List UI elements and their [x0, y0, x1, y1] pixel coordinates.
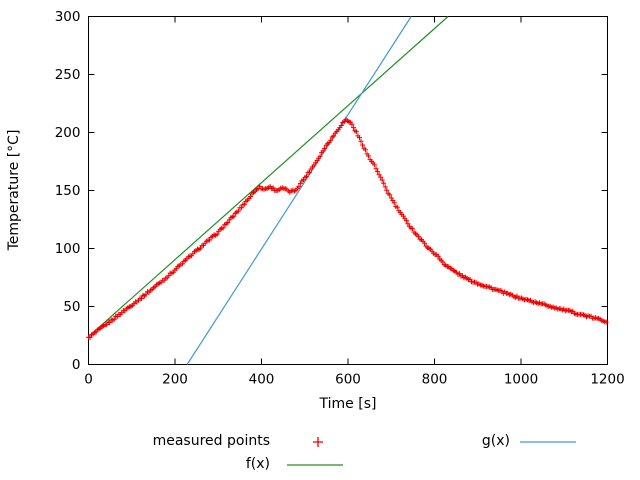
svg-text:300: 300: [55, 9, 81, 25]
svg-text:1200: 1200: [590, 372, 624, 388]
legend-sample-measured-plus-icon: [313, 437, 323, 447]
svg-text:600: 600: [335, 372, 361, 388]
svg-text:400: 400: [249, 372, 275, 388]
legend-sample-g-line-icon: [520, 441, 576, 443]
svg-text:250: 250: [55, 67, 81, 83]
svg-text:150: 150: [55, 183, 81, 199]
svg-text:0: 0: [84, 372, 93, 388]
svg-text:1000: 1000: [504, 372, 538, 388]
svg-text:0: 0: [72, 357, 81, 373]
legend-label-g: g(x): [481, 433, 510, 449]
legend-sample-f-line-icon: [287, 464, 343, 466]
legend-label-measured: measured points: [152, 433, 270, 449]
svg-text:200: 200: [55, 125, 81, 141]
y-axis-label: Temperature [°C]: [6, 129, 22, 251]
x-axis-label: Time [s]: [319, 396, 377, 412]
plot-area: 0 200 400 600 800 1000 1200 0 50 100 150 200 250 300: [55, 9, 625, 388]
svg-text:200: 200: [162, 372, 188, 388]
svg-text:50: 50: [63, 299, 80, 315]
legend-label-f: f(x): [245, 456, 270, 472]
svg-text:800: 800: [422, 372, 448, 388]
svg-text:100: 100: [55, 241, 81, 257]
